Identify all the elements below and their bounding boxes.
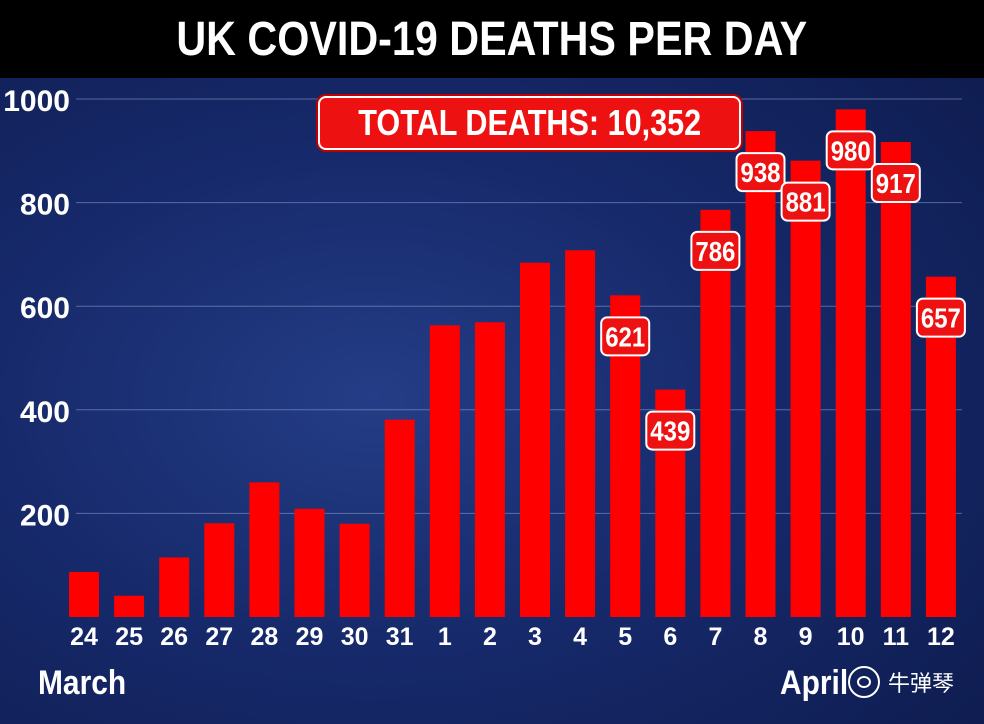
data-label: 938 (735, 152, 786, 193)
x-tick-label: 3 (528, 623, 542, 651)
x-tick-label: 7 (708, 623, 722, 651)
data-label-text: 786 (695, 236, 735, 267)
title-bar: UK COVID-19 DEATHS PER DAY (0, 0, 984, 78)
data-label-box (780, 181, 831, 222)
watermark-text: 牛弹琴 (888, 672, 955, 697)
x-tick-label: 24 (70, 623, 98, 651)
data-label-text: 621 (605, 321, 645, 352)
data-label: 439 (645, 410, 696, 451)
bar (520, 262, 550, 617)
x-tick-label: 31 (386, 623, 414, 651)
data-label: 657 (915, 297, 966, 338)
data-label-text: 439 (650, 416, 690, 447)
bar (835, 109, 866, 618)
x-tick-label: 1 (438, 623, 452, 651)
x-tick-label: 29 (296, 623, 324, 651)
bar (429, 325, 460, 617)
data-label: 786 (690, 230, 741, 271)
data-label-text: 938 (741, 157, 781, 188)
chart-title: UK COVID-19 DEATHS PER DAY (176, 12, 808, 66)
x-tick-label: 4 (573, 623, 587, 651)
x-tick-label: 28 (250, 623, 278, 651)
bar (339, 523, 370, 617)
x-tick-label: 11 (883, 623, 910, 651)
x-tick-label: 12 (927, 623, 955, 651)
data-label-box (645, 410, 696, 451)
month-label-april: April (780, 664, 849, 702)
bar (790, 160, 821, 617)
total-deaths-badge: TOTAL DEATHS: 10,352 (318, 96, 742, 150)
x-axis-tick-labels: 24 25 26 27 28 29 30 31 1 2 3 4 5 6 7 8 9 10 11 12 (70, 623, 955, 651)
x-tick-label: 6 (663, 623, 677, 651)
bar (249, 482, 280, 617)
x-tick-label: 10 (837, 623, 865, 651)
bar (114, 595, 145, 617)
x-tick-label: 2 (483, 623, 497, 651)
data-label: 917 (870, 162, 921, 203)
y-axis-tick-labels: 200 400 600 800 1000 (3, 85, 70, 532)
bar (880, 141, 911, 617)
data-label-text: 657 (921, 303, 961, 334)
y-tick-label: 1000 (3, 85, 70, 118)
month-label-march: March (38, 664, 127, 702)
data-label: 980 (825, 130, 876, 171)
y-tick-label: 200 (20, 499, 70, 532)
x-tick-label: 9 (799, 623, 813, 651)
bar (700, 209, 731, 618)
bar (745, 131, 776, 617)
bar (204, 523, 235, 617)
y-tick-label: 600 (20, 292, 70, 325)
y-tick-label: 400 (20, 396, 70, 429)
chat-bubble-icon (848, 666, 880, 698)
bar (69, 571, 99, 617)
data-label-box (735, 152, 786, 193)
data-label-box (870, 162, 921, 203)
bar (294, 508, 325, 617)
x-tick-label: 25 (115, 623, 143, 651)
data-label-box (690, 230, 741, 271)
y-tick-label: 800 (20, 189, 70, 222)
data-label-box (600, 316, 651, 357)
data-label-box (825, 130, 876, 171)
data-label: 621 (600, 316, 651, 357)
data-label-text: 980 (831, 135, 871, 166)
bar (474, 322, 505, 617)
data-label-box (915, 297, 966, 338)
x-tick-label: 27 (205, 623, 233, 651)
x-tick-label: 26 (160, 623, 188, 651)
x-tick-label: 8 (754, 623, 768, 651)
x-tick-label: 5 (618, 623, 632, 651)
bar (565, 250, 596, 618)
bar (159, 557, 190, 617)
bar (384, 419, 415, 617)
data-label-text: 917 (876, 168, 916, 199)
total-deaths-label: TOTAL DEATHS: 10,352 (358, 102, 702, 143)
data-label: 881 (780, 181, 831, 222)
x-tick-label: 30 (341, 623, 369, 651)
data-label-text: 881 (786, 187, 826, 218)
watermark: 牛弹琴 (848, 666, 954, 698)
